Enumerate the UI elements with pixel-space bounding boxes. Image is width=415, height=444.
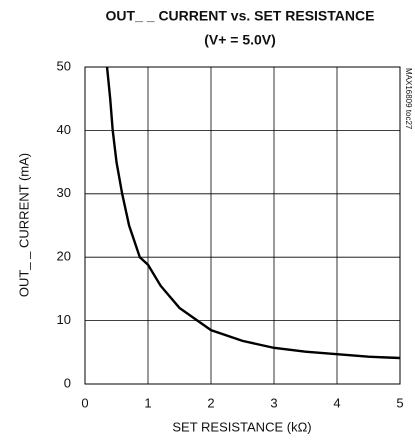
chart-subtitle: (V+ = 5.0V)	[204, 32, 276, 48]
y-tick-label: 40	[57, 122, 71, 137]
x-tick-label: 4	[333, 395, 340, 410]
y-tick-label: 30	[57, 185, 71, 200]
chart-title: OUT_ _ CURRENT vs. SET RESISTANCE	[106, 8, 375, 24]
plot-frame	[84, 66, 401, 385]
x-axis-label: SET RESISTANCE (kΩ)	[172, 419, 311, 434]
x-tick-label: 0	[81, 395, 88, 410]
x-tick-label: 1	[144, 395, 151, 410]
x-tick-label: 2	[207, 395, 214, 410]
data-line	[105, 66, 401, 360]
y-tick-label: 0	[64, 375, 71, 390]
y-axis-label: OUT_ _ CURRENT (mA)	[16, 153, 31, 297]
y-tick-label: 10	[57, 312, 71, 327]
annotation: MAX16809 toc27	[404, 68, 413, 130]
y-tick-label: 20	[57, 249, 71, 264]
x-tick-label: 3	[270, 395, 277, 410]
x-tick-label: 5	[396, 395, 403, 410]
y-tick-label: 50	[57, 58, 71, 73]
